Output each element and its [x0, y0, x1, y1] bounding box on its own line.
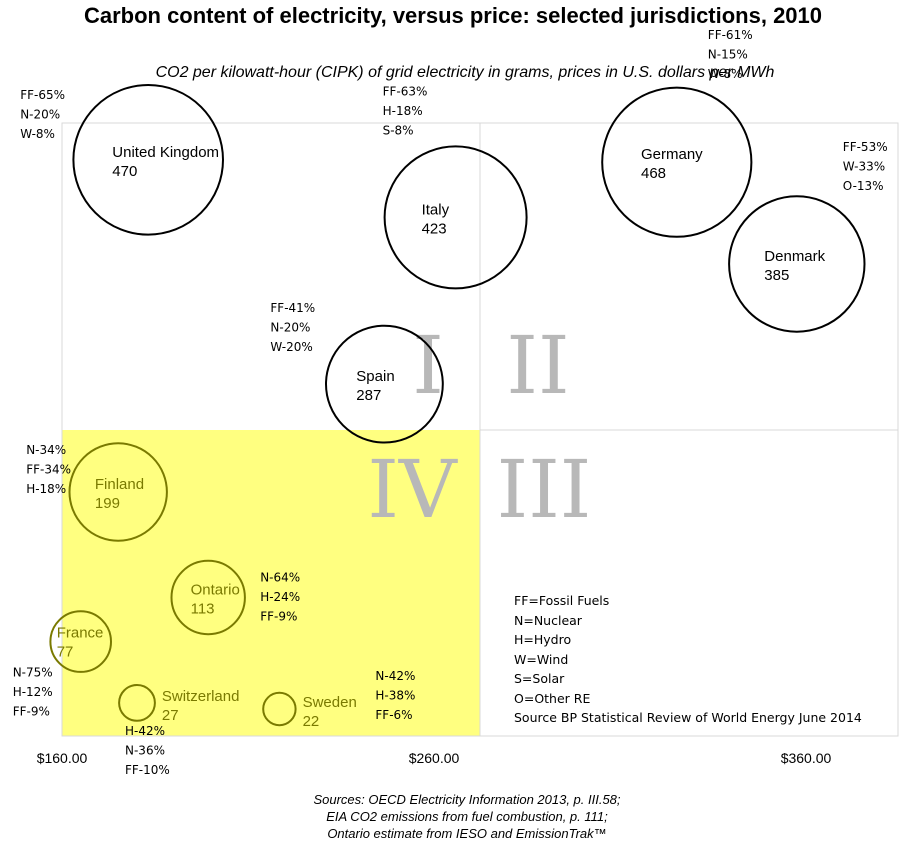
bubble-sweden: [262, 691, 297, 727]
generation-mix-label: N-64%: [260, 571, 300, 585]
bubble-name-label: Finland: [95, 476, 144, 493]
generation-mix-label: O-13%: [843, 179, 884, 193]
source-line: Ontario estimate from IESO and EmissionT…: [327, 826, 606, 841]
chart-subtitle: CO2 per kilowatt-hour (CIPK) of grid ele…: [156, 64, 775, 81]
generation-mix-label: H-12%: [13, 685, 53, 699]
generation-mix-label: N-20%: [270, 321, 310, 335]
quadrant-label-1: I: [412, 319, 444, 412]
bubble-value-label: 423: [422, 220, 447, 237]
generation-mix-label: FF-61%: [708, 28, 753, 42]
quadrant-label-2: II: [506, 319, 569, 412]
generation-mix-label: H-18%: [383, 104, 423, 118]
x-tick-label: $160.00: [37, 750, 88, 766]
quadrant-label-3: III: [497, 443, 592, 536]
bubble-layer: United Kingdom 470 Italy 423 Germany 468 Denma…: [49, 84, 866, 730]
legend-item: W=Wind: [514, 652, 568, 667]
bubble-name-label: Ontario: [191, 582, 240, 599]
bubble-value-label: 27: [162, 707, 179, 724]
generation-mix-label: W-8%: [20, 127, 55, 141]
generation-mix-label: FF-9%: [260, 610, 297, 624]
bubble-value-label: 77: [57, 644, 74, 661]
generation-mix-label: FF-34%: [26, 463, 71, 477]
generation-mix-label: FF-63%: [383, 84, 428, 98]
bubble-germany: [601, 86, 753, 238]
source-line: EIA CO2 emissions from fuel combustion, …: [326, 809, 608, 824]
bubble-name-label: Switzerland: [162, 688, 240, 705]
bubble-value-label: 470: [112, 163, 137, 180]
generation-mix-label: FF-41%: [270, 301, 315, 315]
generation-mix-label: N-42%: [375, 669, 415, 683]
generation-mix-label: N-20%: [20, 107, 60, 121]
bubble-name-label: Spain: [356, 368, 394, 385]
legend-source: Source BP Statistical Review of World En…: [514, 710, 862, 725]
generation-mix-label: FF-10%: [125, 763, 170, 777]
bubble-name-label: Sweden: [303, 694, 357, 711]
generation-mix-label: W-20%: [270, 340, 312, 354]
generation-mix-label: H-24%: [260, 590, 300, 604]
bubble-value-label: 199: [95, 495, 120, 512]
generation-mix-label: W-8%: [708, 67, 743, 81]
legend-item: O=Other RE: [514, 691, 590, 706]
generation-mix-label: FF-53%: [843, 140, 888, 154]
bubble-name-label: Italy: [422, 201, 450, 218]
bubble-value-label: 22: [303, 713, 320, 730]
chart-title: Carbon content of electricity, versus pr…: [84, 3, 822, 28]
generation-mix-label: W-33%: [843, 160, 885, 174]
generation-mix-label: N-34%: [26, 443, 66, 457]
bubble-denmark: [728, 195, 866, 333]
source-line: Sources: OECD Electricity Information 20…: [313, 792, 620, 807]
legend-item: N=Nuclear: [514, 613, 583, 628]
generation-mix-label: H-38%: [375, 689, 415, 703]
bubble-name-label: France: [57, 625, 104, 642]
generation-mix-layer: FF-65% N-20% W-8% FF-63% H-18% S-8% FF-61% N-15…: [13, 28, 888, 777]
generation-mix-label: FF-6%: [375, 708, 412, 722]
bubble-name-label: Denmark: [764, 248, 825, 265]
generation-mix-label: N-36%: [125, 743, 165, 757]
generation-mix-label: FF-65%: [20, 88, 65, 102]
bubble-italy: [383, 145, 528, 290]
bubble-ontario: [170, 559, 246, 636]
bubble-value-label: 385: [764, 267, 789, 284]
bubble-france: [49, 610, 112, 673]
generation-mix-label: N-75%: [13, 666, 53, 680]
legend-item: S=Solar: [514, 671, 565, 686]
sources-note: Sources: OECD Electricity Information 20…: [313, 792, 620, 841]
generation-mix-label: N-15%: [708, 48, 748, 62]
bubble-finland: [68, 442, 168, 542]
bubble-value-label: 468: [641, 165, 666, 182]
x-tick-label: $360.00: [781, 750, 832, 766]
bubble-value-label: 287: [356, 387, 381, 404]
quadrant-label-4: IV: [367, 443, 458, 536]
generation-mix-label: H-42%: [125, 724, 165, 738]
bubble-spain: [325, 324, 444, 444]
bubble-switzerland: [118, 684, 156, 722]
legend: FF=Fossil Fuels N=Nuclear H=Hydro W=Wind…: [514, 593, 862, 725]
bubble-value-label: 113: [191, 601, 215, 618]
legend-item: FF=Fossil Fuels: [514, 593, 609, 608]
x-tick-label: $260.00: [409, 750, 460, 766]
bubble-name-label: United Kingdom: [112, 144, 219, 161]
generation-mix-label: FF-9%: [13, 705, 50, 719]
legend-item: H=Hydro: [514, 632, 571, 647]
bubble-united-kingdom: [72, 84, 224, 236]
generation-mix-label: S-8%: [383, 123, 414, 137]
generation-mix-label: H-18%: [26, 482, 66, 496]
bubble-name-label: Germany: [641, 146, 703, 163]
